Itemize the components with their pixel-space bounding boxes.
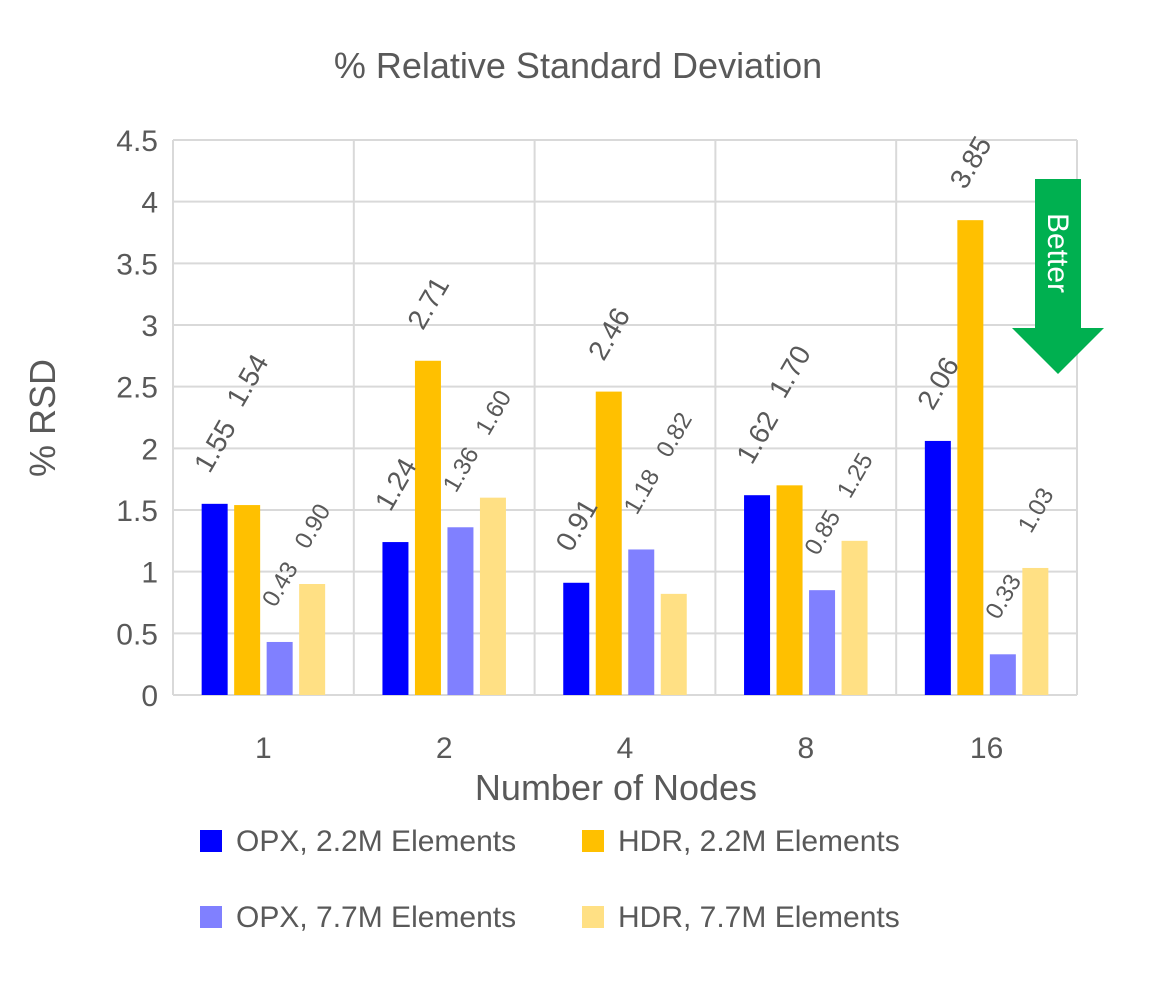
x-axis-ticks: 1 2 4 8 16 xyxy=(255,732,1003,765)
bar xyxy=(989,654,1016,695)
data-label: 1.60 xyxy=(470,386,517,440)
legend-item: HDR, 2.2M Elements xyxy=(582,825,900,858)
data-label: 0.91 xyxy=(549,494,603,557)
bar xyxy=(924,440,951,695)
x-tick-label: 16 xyxy=(970,732,1003,765)
data-label: 2.06 xyxy=(911,352,965,415)
data-label: 0.43 xyxy=(257,557,304,611)
legend-swatch xyxy=(582,830,604,852)
bar xyxy=(660,593,687,695)
legend-label: HDR, 2.2M Elements xyxy=(618,825,900,858)
data-label: 1.70 xyxy=(763,340,817,403)
bar xyxy=(447,527,474,695)
down-arrow-icon xyxy=(1012,179,1104,374)
bar xyxy=(479,497,506,695)
bar xyxy=(563,582,590,695)
y-tick-label: 4 xyxy=(141,187,158,220)
data-label: 0.90 xyxy=(290,499,337,553)
bar xyxy=(744,495,771,695)
data-label: 1.36 xyxy=(438,443,485,497)
bar xyxy=(809,590,836,695)
bar xyxy=(595,391,622,695)
legend-swatch xyxy=(582,906,604,928)
legend-item: OPX, 2.2M Elements xyxy=(200,825,516,858)
data-label: 0.85 xyxy=(799,506,846,560)
y-tick-label: 0 xyxy=(141,680,158,713)
legend-label: HDR, 7.7M Elements xyxy=(618,901,900,934)
bar xyxy=(299,584,326,695)
data-label: 1.55 xyxy=(188,415,242,478)
bar xyxy=(957,220,984,695)
legend: OPX, 2.2M Elements HDR, 2.2M Elements OPX,… xyxy=(200,825,900,934)
better-label: Better xyxy=(1041,213,1074,293)
y-tick-label: 1.5 xyxy=(116,495,158,528)
data-label: 0.82 xyxy=(651,408,698,462)
y-tick-label: 3.5 xyxy=(116,248,158,281)
x-axis-label: Number of Nodes xyxy=(475,767,757,808)
legend-item: HDR, 7.7M Elements xyxy=(582,901,900,934)
y-axis-ticks: 0 0.5 1 1.5 2 2.5 3 3.5 4 4.5 xyxy=(116,125,158,713)
y-tick-label: 0.5 xyxy=(116,618,158,651)
y-tick-label: 4.5 xyxy=(116,125,158,158)
data-label: 2.46 xyxy=(582,302,636,365)
data-label: 1.54 xyxy=(220,349,274,412)
data-label: 1.25 xyxy=(832,449,879,503)
gridlines xyxy=(172,139,1078,696)
bar xyxy=(628,549,655,695)
legend-swatch xyxy=(200,830,222,852)
y-tick-label: 1 xyxy=(141,557,158,590)
x-tick-label: 2 xyxy=(436,732,453,765)
bar xyxy=(234,505,261,695)
y-tick-label: 2 xyxy=(141,433,158,466)
legend-swatch xyxy=(200,906,222,928)
y-tick-label: 3 xyxy=(141,310,158,343)
x-tick-label: 8 xyxy=(797,732,814,765)
x-tick-label: 1 xyxy=(255,732,272,765)
bar xyxy=(1022,567,1049,695)
bar xyxy=(776,485,803,695)
bar xyxy=(266,641,293,695)
y-axis-label: % RSD xyxy=(22,359,63,477)
data-label: 0.33 xyxy=(980,570,1027,624)
legend-item: OPX, 7.7M Elements xyxy=(200,901,516,934)
data-label: 1.24 xyxy=(369,453,423,516)
x-tick-label: 4 xyxy=(617,732,634,765)
legend-label: OPX, 7.7M Elements xyxy=(236,901,516,934)
bar xyxy=(841,540,868,695)
bar xyxy=(414,360,441,695)
better-annotation: Better xyxy=(1012,179,1104,374)
y-tick-label: 2.5 xyxy=(116,372,158,405)
legend-label: OPX, 2.2M Elements xyxy=(236,825,516,858)
bars xyxy=(201,220,1049,695)
chart-title: % Relative Standard Deviation xyxy=(334,45,822,86)
bar xyxy=(382,542,409,695)
bar xyxy=(201,503,228,695)
data-label: 1.62 xyxy=(730,406,784,469)
